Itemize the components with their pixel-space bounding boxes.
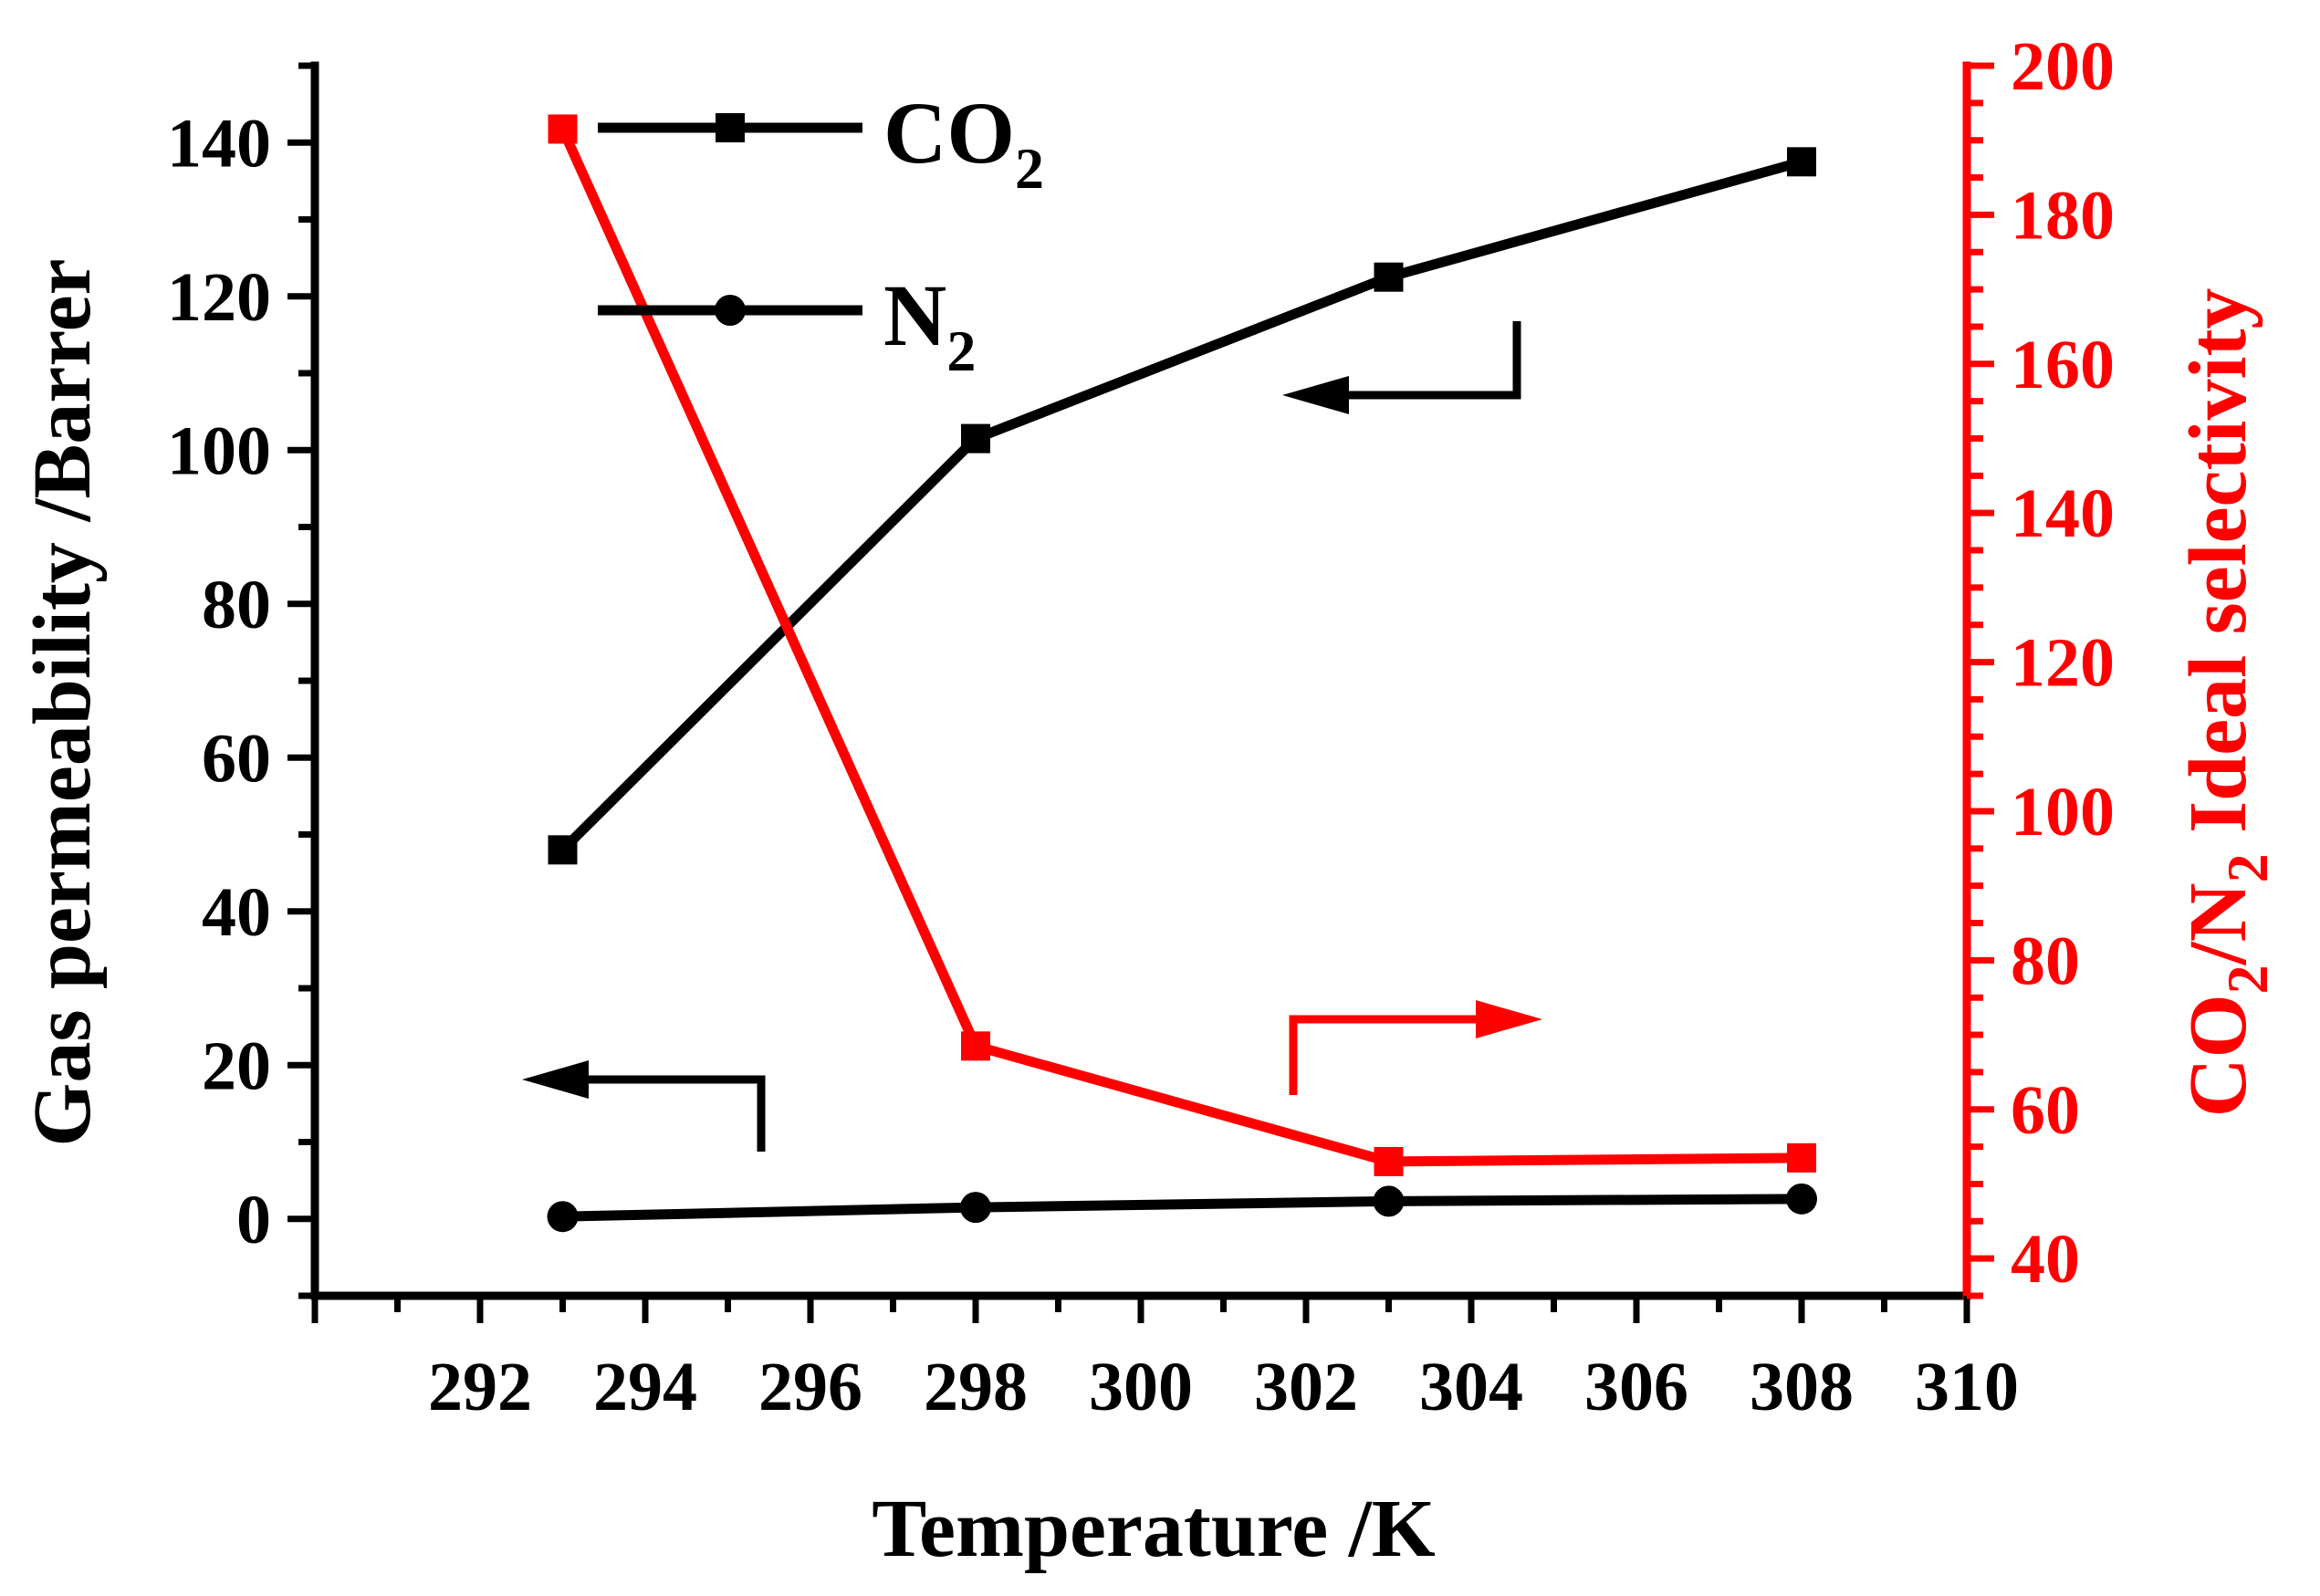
selectivity-right-arrow-head: [1476, 1000, 1542, 1038]
y2-tick-label: 180: [2011, 177, 2115, 254]
x-tick-label: 306: [1584, 1349, 1688, 1425]
x-tick-label: 294: [593, 1349, 697, 1425]
y2-axis-title: CO2/N2 Ideal selectivity: [2173, 288, 2280, 1118]
y-tick-label: 100: [167, 412, 271, 489]
y-tick-label: 0: [236, 1182, 271, 1258]
y2-tick-label: 200: [2011, 28, 2115, 105]
legend: CO2 N2: [598, 84, 1044, 383]
y2-title-part2: /N: [2173, 882, 2263, 965]
y-tick-label: 40: [202, 874, 271, 951]
legend-n2-marker: [715, 295, 746, 326]
x-tick-label: 304: [1419, 1349, 1523, 1425]
selectivity-right-arrow-shaft: [1289, 1015, 1488, 1095]
y-tick-label: 120: [167, 259, 271, 336]
n2-line: [562, 1194, 1803, 1222]
n2-point: [547, 1201, 579, 1233]
co2-point: [548, 835, 578, 865]
co2-left-arrow-head: [1282, 376, 1349, 414]
x-tick-label: 308: [1750, 1349, 1854, 1425]
co2-left-arrow-shaft: [1328, 321, 1521, 400]
y2-title-part3: Ideal selectivity: [2173, 288, 2263, 854]
n2-point: [960, 1192, 991, 1224]
y2-tick-label: 160: [2011, 327, 2115, 403]
y-tick-label: 80: [202, 567, 271, 643]
selectivity-point: [548, 114, 578, 144]
y-tick-label: 60: [202, 720, 271, 797]
co2-point: [961, 423, 990, 454]
selectivity-point: [1787, 1142, 1816, 1173]
legend-co2-base: CO: [883, 84, 1015, 182]
y2-tick-label: 40: [2011, 1221, 2080, 1298]
x-tick-label: 302: [1254, 1349, 1358, 1425]
co2-point: [1374, 262, 1404, 292]
y2-title-part1: CO: [2173, 994, 2263, 1117]
y2-title-sub1: 2: [2215, 965, 2280, 994]
co2-point: [1787, 147, 1816, 177]
y2-tick-label: 80: [2011, 923, 2080, 999]
n2-left-arrow-shaft: [570, 1075, 766, 1152]
direction-arrows: [522, 321, 1542, 1152]
n2-left-arrow-head: [522, 1060, 589, 1099]
plot-frame: [310, 61, 1971, 1300]
legend-n2-sub: 2: [946, 318, 976, 383]
co2-line: [559, 157, 1803, 854]
y-tick-label: 20: [202, 1027, 271, 1104]
axis-ticks: [287, 62, 1994, 1323]
y-tick-label: 140: [167, 105, 271, 182]
y2-title-sub2: 2: [2215, 853, 2280, 882]
selectivity-point: [1374, 1146, 1404, 1176]
n2-point: [1373, 1185, 1405, 1217]
n2-point: [1786, 1183, 1817, 1215]
selectivity-point: [961, 1031, 990, 1061]
y2-tick-label: 100: [2011, 774, 2115, 850]
x-axis-title: Temperature /K: [872, 1484, 1435, 1574]
series-layer: [547, 114, 1817, 1233]
x-tick-label: 292: [428, 1349, 532, 1425]
axis-tick-labels: 292 294 296 298 300 302 304 306 308 310 0 20 40 60 80 1…: [167, 28, 2115, 1425]
x-tick-label: 310: [1915, 1349, 2019, 1425]
legend-co2-sub: 2: [1015, 136, 1044, 201]
y-axis-title: Gas permeability /Barrer: [17, 258, 108, 1146]
y2-tick-label: 60: [2011, 1072, 2080, 1149]
x-tick-label: 296: [758, 1349, 862, 1425]
x-tick-label: 298: [924, 1349, 1028, 1425]
selectivity-line: [558, 127, 1803, 1167]
legend-co2-marker: [716, 113, 745, 142]
legend-co2-label: CO2: [883, 84, 1044, 201]
y2-tick-label: 120: [2011, 625, 2115, 702]
legend-n2-label: N2: [883, 266, 976, 383]
y2-tick-label: 140: [2011, 475, 2115, 552]
x-tick-label: 300: [1089, 1349, 1193, 1425]
legend-n2-base: N: [883, 266, 946, 364]
